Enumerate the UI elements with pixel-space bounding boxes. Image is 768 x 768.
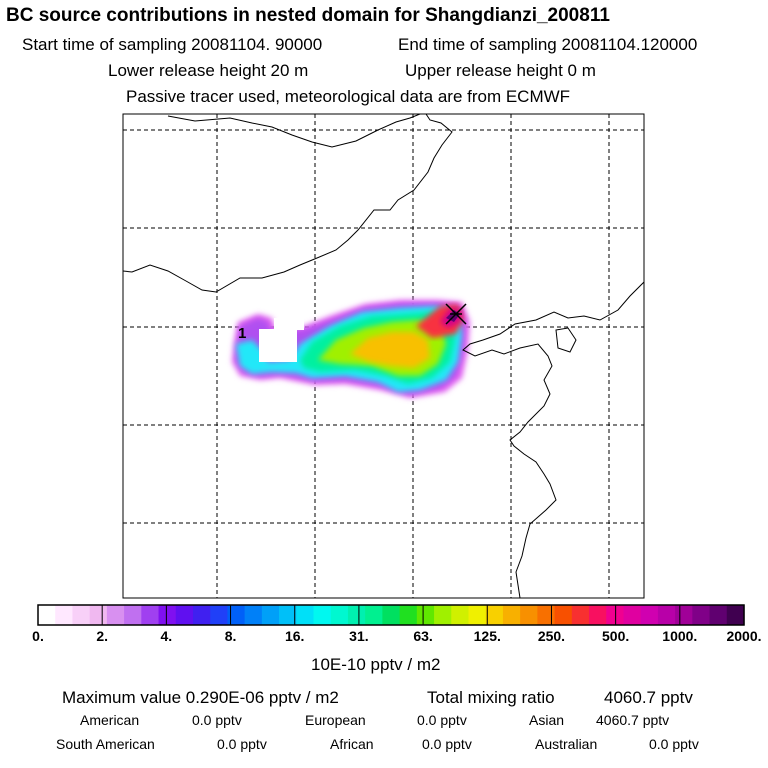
colorbar-cell [727,605,745,625]
colorbar-tick-label: 31. [349,628,368,644]
colorbar-tick-label: 63. [413,628,432,644]
colorbar-tick-label: 250. [538,628,565,644]
colorbar-cell [210,605,228,625]
colorbar-cell [503,605,521,625]
colorbar-tick-label: 2. [96,628,108,644]
colorbar-cell [296,605,314,625]
colorbar-cell [589,605,607,625]
colorbar-tick-label: 2000. [726,628,761,644]
total-mixing-label: Total mixing ratio [427,689,555,706]
colorbar-cell [107,605,125,625]
colorbar-cell [710,605,728,625]
colorbar-cell [434,605,452,625]
region-name-american: American [80,713,139,727]
colorbar-cell [159,605,177,625]
colorbar-cell [572,605,590,625]
colorbar-cell [555,605,573,625]
colorbar-tick-label: 16. [285,628,304,644]
total-mixing-value: 4060.7 pptv [604,689,693,706]
colorbar-cell [468,605,486,625]
region-name-african: African [330,737,374,751]
colorbar-tick-label: 8. [225,628,237,644]
colorbar-cell [400,605,418,625]
region-value-asian: 4060.7 pptv [596,713,669,727]
region-value-european: 0.0 pptv [417,713,467,727]
colorbar-unit: 10E-10 pptv / m2 [311,656,440,673]
colorbar-tick-label: 125. [474,628,501,644]
colorbar-cell [245,605,263,625]
colorbar-cell [38,605,56,625]
colorbar-cell [641,605,659,625]
colorbar-cell [72,605,90,625]
colorbar-cell [658,605,676,625]
colorbar-tick-label: 500. [602,628,629,644]
region-name-australian: Australian [535,737,597,751]
colorbar-cell [314,605,332,625]
colorbar-cell [486,605,504,625]
colorbar-cell [451,605,469,625]
colorbar-cell [537,605,555,625]
colorbar-cell [623,605,641,625]
colorbar-tick-label: 0. [32,628,44,644]
colorbar-cell [692,605,710,625]
colorbar-cell [124,605,142,625]
colorbar-cell [55,605,73,625]
region-value-south-american: 0.0 pptv [217,737,267,751]
colorbar-cell [193,605,211,625]
colorbar-cell [262,605,280,625]
colorbar-cell [675,605,693,625]
colorbar-cell [279,605,297,625]
region-value-american: 0.0 pptv [192,713,242,727]
colorbar-cell [417,605,435,625]
colorbar-tick-label: 4. [161,628,173,644]
colorbar-cell [141,605,159,625]
colorbar-cell [382,605,400,625]
colorbar [0,0,768,640]
region-name-south-american: South American [56,737,155,751]
region-value-african: 0.0 pptv [422,737,472,751]
colorbar-cell [90,605,108,625]
region-name-asian: Asian [529,713,564,727]
region-name-european: European [305,713,366,727]
colorbar-cell [365,605,383,625]
colorbar-cell [348,605,366,625]
maximum-value: Maximum value 0.290E-06 pptv / m2 [62,689,339,706]
region-value-australian: 0.0 pptv [649,737,699,751]
colorbar-cell [176,605,194,625]
colorbar-cell [331,605,349,625]
colorbar-cell [520,605,538,625]
colorbar-tick-label: 1000. [662,628,697,644]
